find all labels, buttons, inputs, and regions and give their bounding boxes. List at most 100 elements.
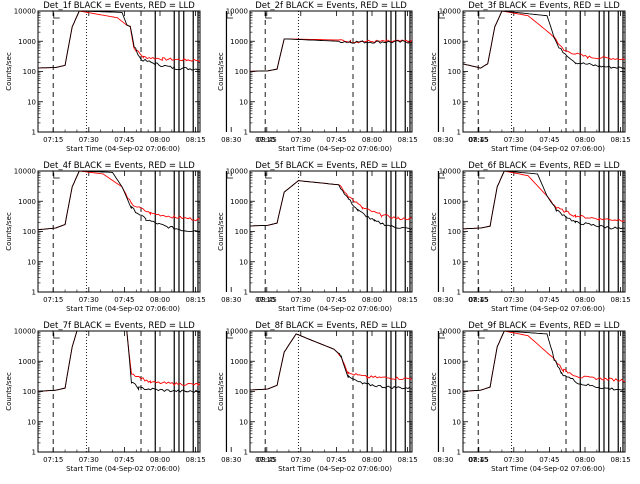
y-tick-label: 1 xyxy=(457,449,461,457)
x-tick-label: 08:15 xyxy=(398,296,418,304)
y-tick-label: 100 xyxy=(23,388,36,396)
flag-marker-right xyxy=(438,13,446,19)
detector-panel-9: Det_9f BLACK = Events, RED = LLD 1 10 100 10… xyxy=(430,321,631,473)
panel-title: Det_6f BLACK = Events, RED = LLD xyxy=(468,161,620,171)
y-axis-label: Counts/sec xyxy=(5,52,13,91)
detector-panel-6: Det_6f BLACK = Events, RED = LLD 1 10 100 10… xyxy=(430,161,631,313)
y-axis-label: Counts/sec xyxy=(5,212,13,251)
x-tick-label: 08:00 xyxy=(150,136,170,144)
plot-frame xyxy=(462,330,626,453)
plot-frame xyxy=(37,10,201,133)
panel-title: Det_9f BLACK = Events, RED = LLD xyxy=(468,321,620,331)
flag-marker-right xyxy=(226,173,234,179)
x-tick-label: 07:15 xyxy=(468,456,488,464)
x-tick-label: 08:45 xyxy=(469,456,489,464)
detector-panel-2: Det_2f BLACK = Events, RED = LLD11010010… xyxy=(217,1,489,153)
x-axis-label: Start Time (04-Sep-02 07:06:00) xyxy=(66,145,180,153)
x-tick-label: 07:45 xyxy=(539,456,559,464)
x-tick-label: 07:45 xyxy=(114,136,134,144)
x-tick-label: 08:00 xyxy=(362,136,382,144)
x-tick-label: 08:45 xyxy=(257,136,277,144)
x-tick-label: 08:00 xyxy=(575,296,595,304)
y-tick-label: 10000 xyxy=(226,168,248,176)
series-events-line xyxy=(38,11,200,72)
y-tick-label: 1 xyxy=(32,129,36,137)
detector-panel-7: Det_7f BLACK = Events, RED = LLD11010010… xyxy=(5,321,277,473)
x-tick-label: 07:30 xyxy=(504,136,524,144)
flag-marker-left xyxy=(53,333,60,339)
series-events-line xyxy=(38,331,200,394)
x-tick-label: 08:00 xyxy=(362,456,382,464)
x-tick-label: 07:30 xyxy=(291,296,311,304)
y-axis-label: Counts/sec xyxy=(217,372,225,411)
y-tick-label: 10000 xyxy=(226,8,248,16)
x-tick-label: 08:00 xyxy=(575,456,595,464)
y-axis-label: Counts/sec xyxy=(5,372,13,411)
x-tick-label: 08:30 xyxy=(433,136,453,144)
y-tick-label: 1000 xyxy=(230,358,248,366)
x-tick-label: 07:30 xyxy=(291,136,311,144)
flag-marker-right xyxy=(226,13,234,19)
panel-title: Det_2f BLACK = Events, RED = LLD xyxy=(255,1,407,11)
x-tick-label: 07:15 xyxy=(468,136,488,144)
y-tick-label: 1000 xyxy=(443,358,461,366)
x-tick-label: 08:30 xyxy=(433,456,453,464)
series-events-line xyxy=(38,171,200,233)
y-tick-label: 1 xyxy=(244,289,248,297)
y-tick-label: 10000 xyxy=(439,328,461,336)
flag-marker-left xyxy=(265,333,272,339)
y-tick-label: 100 xyxy=(235,388,248,396)
detector-panel-8: Det_8f BLACK = Events, RED = LLD11010010… xyxy=(217,321,489,473)
y-tick-label: 1 xyxy=(244,449,248,457)
x-axis-label: Start Time (04-Sep-02 07:06:00) xyxy=(278,305,392,313)
x-tick-label: 08:30 xyxy=(221,296,241,304)
y-tick-label: 10 xyxy=(452,258,461,266)
series-events-line xyxy=(250,38,412,72)
flag-marker-left xyxy=(265,173,272,179)
flag-marker-right xyxy=(438,333,446,339)
x-tick-label: 07:30 xyxy=(79,456,99,464)
y-tick-label: 1000 xyxy=(443,198,461,206)
x-axis-label: Start Time (04-Sep-02 07:06:00) xyxy=(491,305,605,313)
x-tick-label: 08:15 xyxy=(398,456,418,464)
detector-panel-3: Det_3f BLACK = Events, RED = LLD 1 10 100 10… xyxy=(430,1,631,153)
y-tick-label: 10 xyxy=(27,418,36,426)
y-tick-label: 10 xyxy=(239,418,248,426)
y-tick-label: 1000 xyxy=(230,38,248,46)
x-axis-label: Start Time (04-Sep-02 07:06:00) xyxy=(491,145,605,153)
panel-title: Det_1f BLACK = Events, RED = LLD xyxy=(43,1,195,11)
x-tick-label: 07:45 xyxy=(539,296,559,304)
x-tick-label: 08:45 xyxy=(469,136,489,144)
series-events-line xyxy=(463,331,625,392)
flag-marker-right xyxy=(226,333,234,339)
flag-marker-left xyxy=(478,333,485,339)
y-tick-label: 1000 xyxy=(18,358,36,366)
y-tick-label: 100 xyxy=(448,68,461,76)
x-tick-label: 08:00 xyxy=(575,136,595,144)
panel-title: Det_8f BLACK = Events, RED = LLD xyxy=(255,321,407,331)
series-events-line xyxy=(463,11,625,70)
y-tick-label: 10000 xyxy=(226,328,248,336)
y-axis-label: Counts/sec xyxy=(217,52,225,91)
x-tick-label: 08:15 xyxy=(611,296,631,304)
flag-marker-left xyxy=(265,13,272,19)
y-tick-label: 10 xyxy=(27,98,36,106)
y-tick-label: 10 xyxy=(27,258,36,266)
x-tick-label: 07:45 xyxy=(326,136,346,144)
detector-panel-1: Det_1f BLACK = Events, RED = LLD 1 10 100 10… xyxy=(5,1,277,153)
x-tick-label: 07:45 xyxy=(326,456,346,464)
y-axis-label: Counts/sec xyxy=(430,52,438,91)
x-axis-label: Start Time (04-Sep-02 07:06:00) xyxy=(66,465,180,473)
x-tick-label: 08:45 xyxy=(257,456,277,464)
y-tick-label: 10000 xyxy=(439,168,461,176)
x-tick-label: 07:30 xyxy=(504,456,524,464)
y-tick-label: 100 xyxy=(23,68,36,76)
panel-title: Det_4f BLACK = Events, RED = LLD xyxy=(43,161,195,171)
x-tick-label: 07:15 xyxy=(255,296,275,304)
y-tick-label: 10000 xyxy=(14,168,36,176)
x-tick-label: 08:30 xyxy=(221,136,241,144)
plot-frame xyxy=(249,10,413,133)
series-events-line xyxy=(250,180,412,232)
y-axis-label: Counts/sec xyxy=(430,212,438,251)
y-tick-label: 1000 xyxy=(230,198,248,206)
